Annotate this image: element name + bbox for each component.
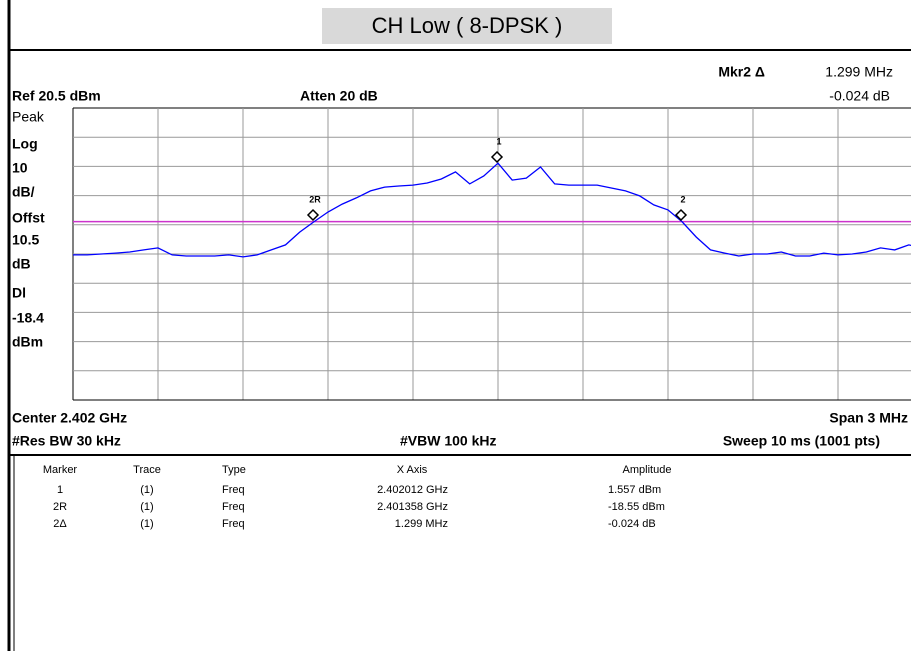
- side-label: Offst: [12, 210, 45, 226]
- side-label: dB: [12, 256, 31, 272]
- marker-label: 1: [496, 136, 501, 146]
- table-header: Amplitude: [623, 464, 672, 476]
- table-cell: 2.401358 GHz: [377, 501, 448, 513]
- mkr-label: Mkr2 Δ: [718, 64, 765, 80]
- table-cell: 1.557 dBm: [608, 484, 661, 496]
- side-label: Peak: [12, 109, 45, 125]
- table-header: Trace: [133, 464, 161, 476]
- trace: [73, 162, 911, 258]
- marker-label: 2: [680, 194, 685, 204]
- mkr-y: -0.024 dB: [829, 88, 890, 104]
- vbw: #VBW 100 kHz: [400, 433, 496, 449]
- table-cell: 2.402012 GHz: [377, 484, 448, 496]
- table-header: Type: [222, 464, 246, 476]
- side-label: 10: [12, 160, 28, 176]
- table-cell: Freq: [222, 518, 245, 530]
- rbw: #Res BW 30 kHz: [12, 433, 121, 449]
- atten: Atten 20 dB: [300, 88, 378, 104]
- marker-label: 2R: [309, 194, 321, 204]
- title-bg: [322, 8, 612, 44]
- marker: [306, 208, 320, 222]
- table-cell: 1.299 MHz: [395, 518, 448, 530]
- table-cell: 2R: [53, 501, 67, 513]
- table-cell: (1): [140, 484, 153, 496]
- marker: [674, 208, 688, 222]
- title: CH Low ( 8-DPSK ): [372, 13, 563, 38]
- table-cell: -18.55 dBm: [608, 501, 665, 513]
- ref: Ref 20.5 dBm: [12, 88, 101, 104]
- side-label: dB/: [12, 184, 35, 200]
- table-cell: Freq: [222, 501, 245, 513]
- side-label: Log: [12, 136, 38, 152]
- table-cell: -0.024 dB: [608, 518, 656, 530]
- table-cell: 2Δ: [53, 518, 67, 530]
- center: Center 2.402 GHz: [12, 410, 127, 426]
- mkr-x: 1.299 MHz: [825, 64, 893, 80]
- table-header: Marker: [43, 464, 78, 476]
- sweep: Sweep 10 ms (1001 pts): [723, 433, 880, 449]
- side-label: Dl: [12, 285, 26, 301]
- table-cell: 1: [57, 484, 63, 496]
- marker: [490, 150, 504, 164]
- side-label: 10.5: [12, 232, 39, 248]
- side-label: dBm: [12, 334, 43, 350]
- span: Span 3 MHz: [829, 410, 908, 426]
- table-cell: (1): [140, 501, 153, 513]
- table-cell: (1): [140, 518, 153, 530]
- side-label: -18.4: [12, 310, 44, 326]
- table-header: X Axis: [397, 464, 428, 476]
- table-cell: Freq: [222, 484, 245, 496]
